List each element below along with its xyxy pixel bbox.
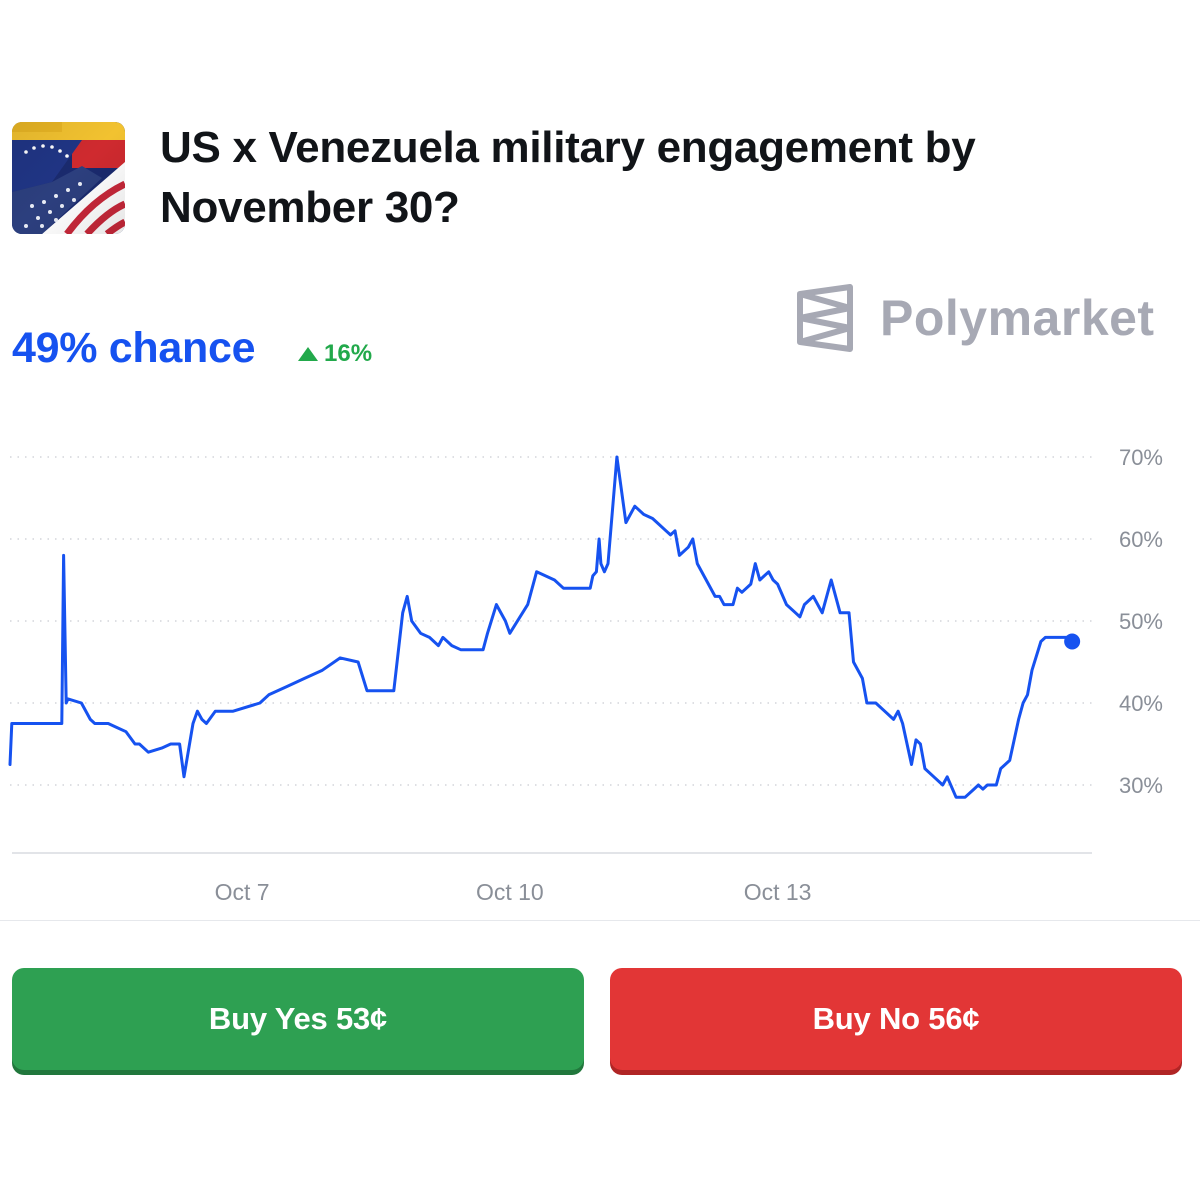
y-tick-label: 40%	[1119, 691, 1163, 716]
y-tick-label: 30%	[1119, 773, 1163, 798]
brand-name: Polymarket	[880, 290, 1155, 346]
y-tick-label: 70%	[1119, 445, 1163, 470]
chance-change: 16%	[298, 340, 372, 368]
brand: Polymarket	[796, 282, 1155, 354]
price-chart[interactable]: 30% 40% 50% 60% 70% Oct 7 Oct 10 Oct 13	[0, 400, 1200, 920]
x-tick-label: Oct 10	[476, 879, 544, 905]
y-tick-label: 60%	[1119, 527, 1163, 552]
arrow-up-icon	[298, 347, 318, 361]
x-tick-label: Oct 13	[744, 879, 812, 905]
section-divider	[0, 920, 1200, 921]
last-point-marker	[1064, 633, 1081, 650]
market-thumbnail	[12, 122, 125, 234]
y-tick-label: 50%	[1119, 609, 1163, 634]
series-line	[8, 455, 1074, 799]
chance-change-label: 16%	[324, 340, 373, 367]
us-venezuela-flags-icon	[12, 122, 125, 234]
buy-no-button[interactable]: Buy No 56¢	[610, 968, 1182, 1070]
polymarket-logo-icon	[797, 284, 853, 352]
buy-yes-button[interactable]: Buy Yes 53¢	[12, 968, 584, 1070]
x-tick-label: Oct 7	[215, 879, 270, 905]
chance-value: 49% chance	[12, 324, 256, 372]
market-title[interactable]: US x Venezuela military engagement by No…	[160, 123, 976, 232]
